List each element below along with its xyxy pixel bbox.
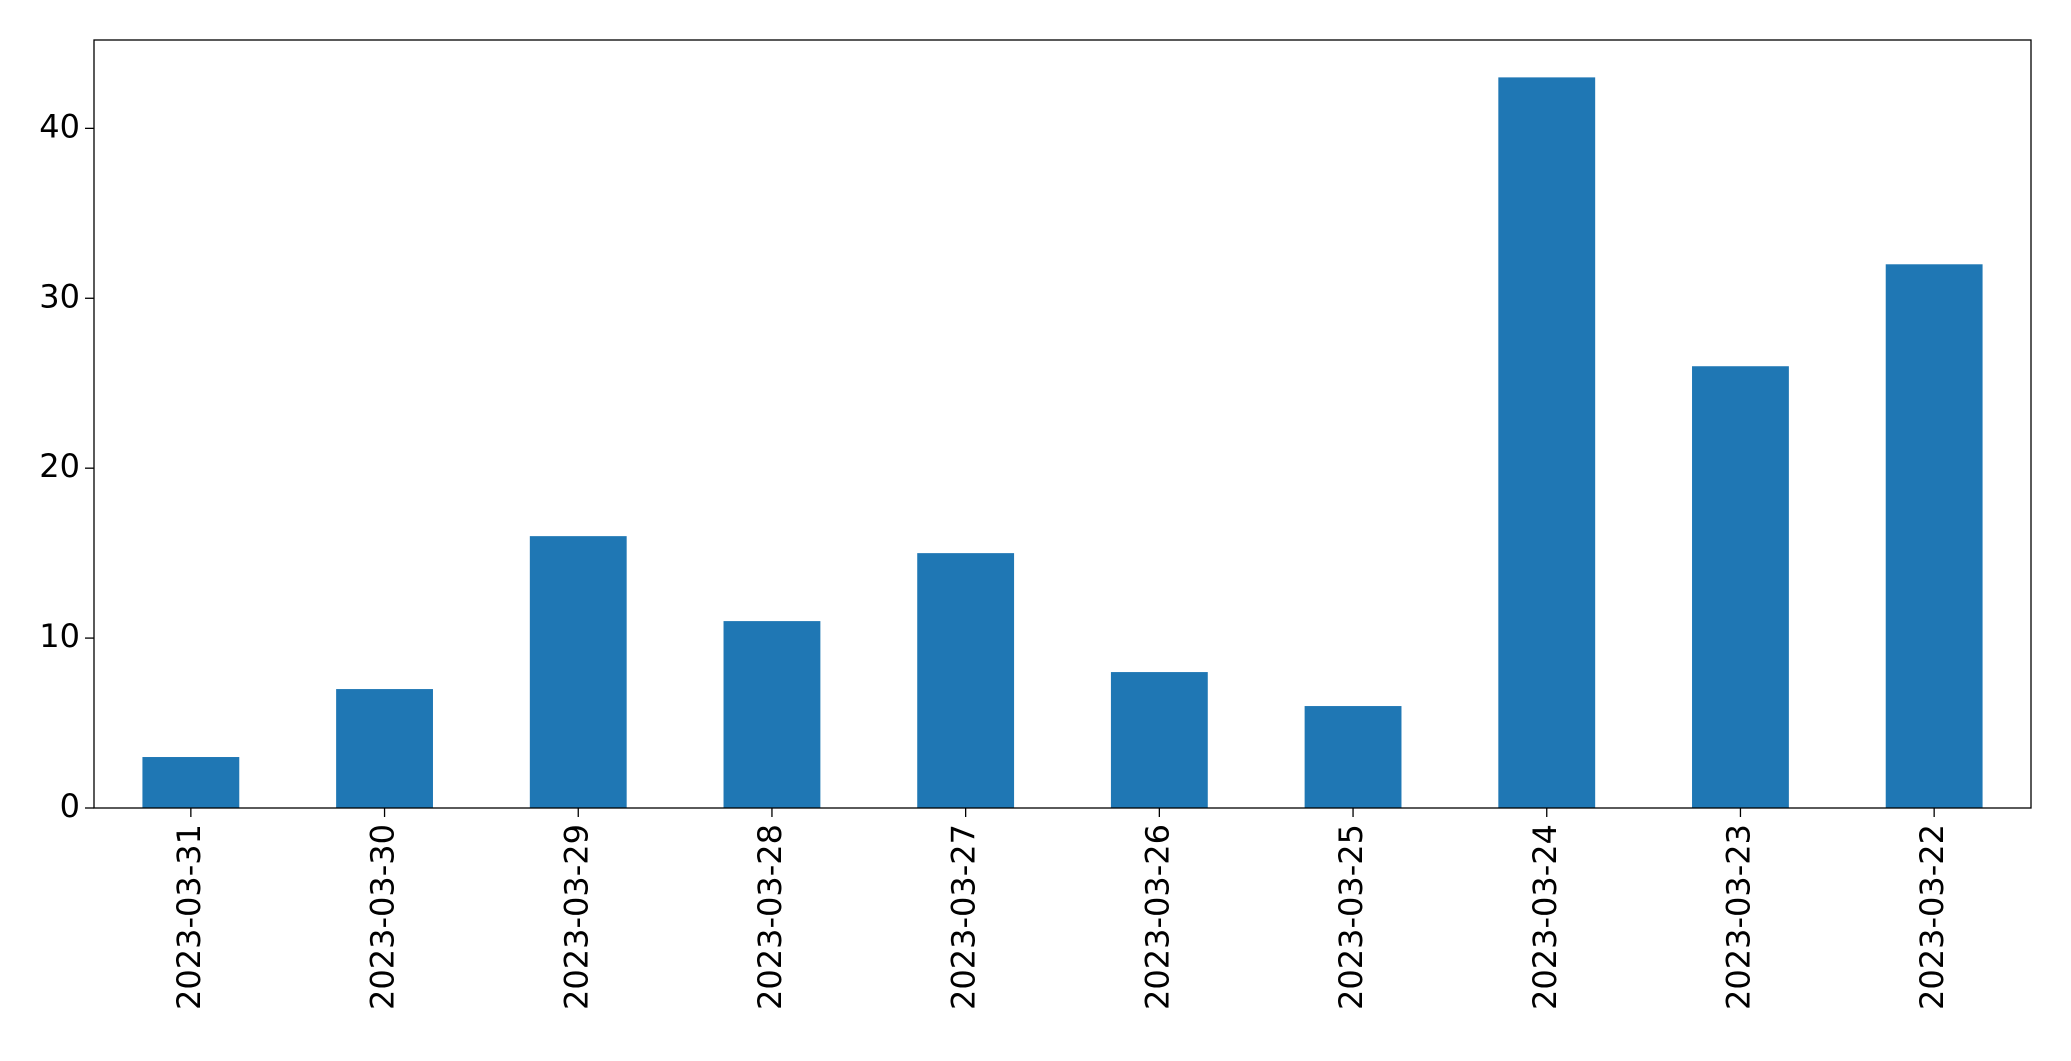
bar xyxy=(529,536,627,808)
y-tick-label: 30 xyxy=(39,277,80,315)
bar xyxy=(1692,366,1789,808)
x-tick-label: 2023-03-23 xyxy=(1719,824,1757,1010)
bar xyxy=(1110,672,1208,808)
x-tick-label: 2023-03-24 xyxy=(1526,824,1564,1010)
x-tick-label: 2023-03-22 xyxy=(1913,824,1951,1010)
bar xyxy=(1498,77,1596,808)
y-tick-label: 10 xyxy=(39,617,80,655)
x-tick-label: 2023-03-25 xyxy=(1332,824,1370,1010)
x-tick-label: 2023-03-31 xyxy=(170,824,208,1010)
bar xyxy=(142,757,240,808)
x-tick-label: 2023-03-26 xyxy=(1138,824,1176,1010)
y-tick-label: 20 xyxy=(39,447,80,485)
y-tick-label: 40 xyxy=(39,107,80,145)
bar xyxy=(336,689,433,808)
bar xyxy=(1885,264,1983,808)
x-tick-label: 2023-03-28 xyxy=(751,824,789,1010)
x-tick-label: 2023-03-27 xyxy=(945,824,983,1010)
plot-frame xyxy=(93,39,2032,809)
x-tick-label: 2023-03-30 xyxy=(364,824,402,1010)
x-tick-label: 2023-03-29 xyxy=(557,824,595,1010)
y-tick-label: 0 xyxy=(60,787,80,825)
bar xyxy=(723,621,821,808)
bar xyxy=(917,553,1015,808)
bar xyxy=(1304,706,1402,808)
